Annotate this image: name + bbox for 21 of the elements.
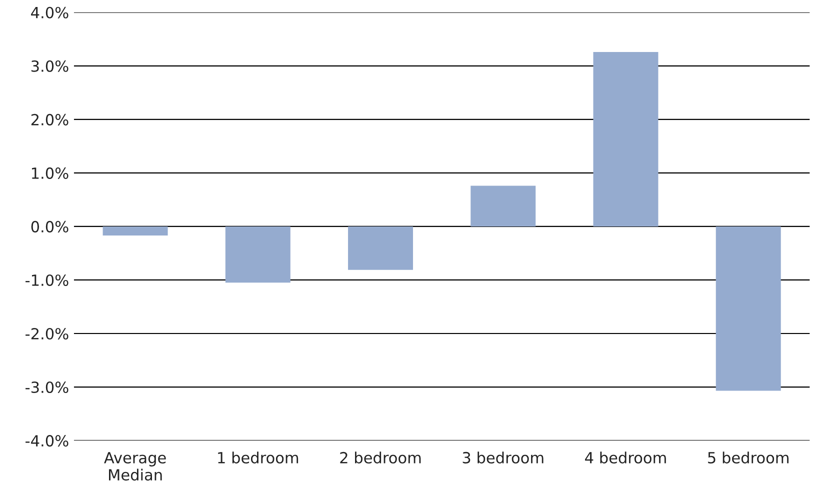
bar xyxy=(593,52,658,226)
y-tick-label: 4.0% xyxy=(31,6,68,18)
y-tick-label: 2.0% xyxy=(31,114,68,126)
y-tick-label: 1.0% xyxy=(32,167,68,179)
x-tick-label: 5 bedroom xyxy=(708,452,789,464)
x-tick-label: Average Median xyxy=(104,452,166,481)
x-tick-label: 3 bedroom xyxy=(462,452,544,464)
y-tick-label: 0.0% xyxy=(31,220,68,232)
x-tick-label: 2 bedroom xyxy=(340,452,421,464)
bar xyxy=(102,226,168,236)
x-tick-label: 4 bedroom xyxy=(585,452,666,464)
y-tick-label: -2.0% xyxy=(26,328,68,340)
bar xyxy=(225,226,290,283)
bar xyxy=(470,186,536,226)
y-tick-label: -1.0% xyxy=(26,274,68,286)
bar xyxy=(716,226,781,391)
x-tick-label: 1 bedroom xyxy=(218,452,298,464)
y-tick-label: -3.0% xyxy=(26,381,68,394)
y-tick-label: -4.0% xyxy=(26,435,68,447)
y-tick-label: 3.0% xyxy=(31,60,68,72)
bar xyxy=(348,226,414,270)
